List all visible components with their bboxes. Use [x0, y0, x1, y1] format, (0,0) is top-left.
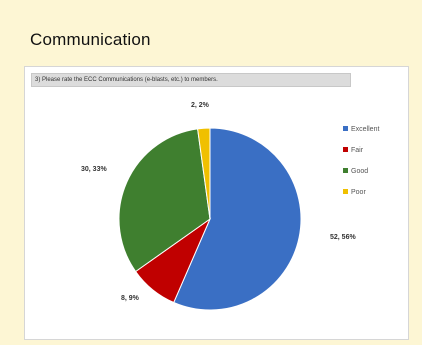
legend-swatch-good	[343, 168, 348, 173]
legend-label-good: Good	[351, 168, 368, 175]
pie-chart: 52, 56% 8, 9% 30, 33% 2, 2% Excellent Fair Goo…	[81, 102, 379, 311]
pie-slice-excellent	[173, 127, 302, 311]
data-label-fair: 8, 9%	[121, 295, 140, 302]
pie-slice-poor	[197, 127, 211, 220]
page-heading: Communication	[30, 30, 151, 49]
legend-label-fair: Fair	[351, 147, 364, 154]
chart-card: 3) Please rate the ECC Communications (e…	[24, 66, 409, 340]
legend-label-poor: Poor	[351, 189, 366, 196]
pie-slice-good	[118, 128, 211, 273]
data-label-excellent: 52, 56%	[330, 234, 356, 241]
legend-swatch-fair	[343, 147, 348, 152]
legend-label-excellent: Excellent	[351, 126, 379, 133]
legend-swatch-poor	[343, 189, 348, 194]
data-label-poor: 2, 2%	[191, 102, 210, 109]
legend-swatch-excellent	[343, 126, 348, 131]
question-text: 3) Please rate the ECC Communications (e…	[31, 73, 351, 87]
data-label-good: 30, 33%	[81, 166, 107, 173]
